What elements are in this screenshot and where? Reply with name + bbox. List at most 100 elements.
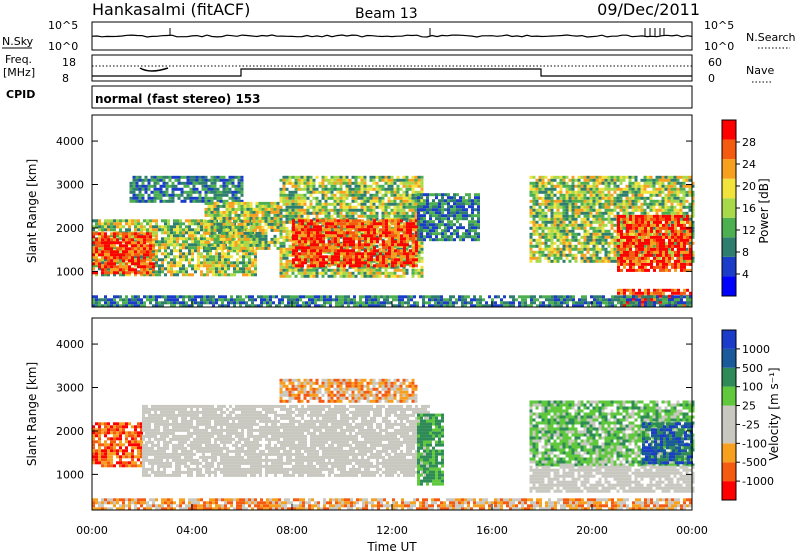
heatmap-cell [435,208,438,212]
heatmap-cell [279,271,283,275]
heatmap-cell [661,202,665,206]
heatmap-cell [396,190,400,194]
heatmap-cell [251,270,254,274]
heatmap-cell [535,250,539,254]
heatmap-cell [276,210,280,214]
heatmap-cell [321,268,325,272]
heatmap-cell [179,264,182,268]
heatmap-cell [444,214,447,218]
heatmap-cell [550,232,554,236]
heatmap-cell [532,187,536,191]
heatmap-cell [349,234,352,238]
heatmap-cell [387,214,391,218]
heatmap-cell [571,208,575,212]
heatmap-cell [453,211,456,215]
heatmap-cell [343,237,346,241]
heatmap-cell [153,196,157,200]
heatmap-cell [580,217,584,221]
heatmap-cell [574,178,578,182]
heatmap-cell [553,211,557,215]
heatmap-cell [661,178,665,182]
heatmap-cell [231,207,235,211]
heatmap-cell [388,249,391,253]
heatmap-cell [285,256,289,260]
heatmap-cell [432,205,435,209]
heatmap-cell [316,261,319,265]
heatmap-cell [225,216,229,220]
heatmap-cell [158,264,161,268]
heatmap-cell [210,225,214,229]
heatmap-cell [291,184,295,188]
heatmap-cell [348,271,352,275]
heatmap-cell [254,255,257,259]
heatmap-cell [279,226,283,230]
heatmap-cell [191,222,194,226]
heatmap-cell [327,202,331,206]
heatmap-cell [348,208,352,212]
heatmap-cell [616,199,620,203]
heatmap-cell [234,228,238,232]
heatmap-cell [574,244,578,248]
heatmap-cell [529,232,533,236]
heatmap-cell [592,196,596,200]
heatmap-cell [152,253,155,257]
heatmap-cell [598,250,602,254]
heatmap-cell [339,175,343,179]
heatmap-cell [646,202,650,206]
heatmap-cell [201,196,205,200]
heatmap-cell [213,246,217,250]
heatmap-cell [568,193,572,197]
heatmap-cell [361,255,364,259]
heatmap-cell [255,207,259,211]
heatmap-cell [598,190,602,194]
heatmap-cell [192,178,196,182]
heatmap-cell [616,211,620,215]
heatmap-cell [423,214,426,218]
heatmap-cell [104,262,107,266]
heatmap-cell [468,202,471,206]
heatmap-cell [291,211,295,215]
heatmap-cell [273,201,277,205]
heatmap-cell [282,190,286,194]
heatmap-cell [396,175,400,179]
heatmap-cell [358,252,361,256]
heatmap-cell [429,205,432,209]
heatmap-cell [580,223,584,227]
heatmap-cell [225,240,229,244]
heatmap-cell [146,253,149,257]
heatmap-cell [394,249,397,253]
heatmap-cell [375,271,379,275]
heatmap-cell [150,175,154,179]
heatmap-cell [529,187,533,191]
heatmap-cell [149,225,152,229]
heatmap-cell [173,243,176,247]
heatmap-cell [334,246,337,250]
heatmap-cell [366,196,370,200]
heatmap-cell [541,247,545,251]
heatmap-cell [170,225,173,229]
heatmap-cell [230,261,233,265]
heatmap-cell [450,226,453,230]
heatmap-cell [276,222,280,226]
heatmap-cell [195,199,199,203]
heatmap-cell [92,253,95,257]
heatmap-cell [161,246,164,250]
heatmap-cell [426,196,429,200]
heatmap-cell [191,258,194,262]
heatmap-cell [159,187,163,191]
heatmap-cell [325,255,328,259]
heatmap-cell [285,211,289,215]
heatmap-cell [589,184,593,188]
heatmap-cell [565,223,569,227]
heatmap-cell [297,184,301,188]
heatmap-cell [234,196,238,200]
heatmap-cell [394,228,397,232]
heatmap-cell [219,225,223,229]
heatmap-cell [532,199,536,203]
heatmap-cell [92,256,95,260]
heatmap-cell [391,234,394,238]
heatmap-cell [255,240,259,244]
heatmap-cell [125,267,128,271]
heatmap-cell [405,247,409,251]
heatmap-cell [580,253,584,257]
